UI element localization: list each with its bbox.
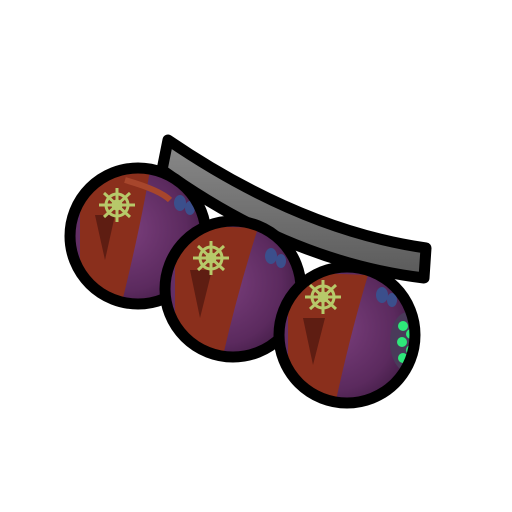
- emblem-icon: [99, 188, 135, 222]
- orb-2: [159, 215, 307, 363]
- orb-3: [273, 261, 421, 409]
- connector-bar: [156, 134, 432, 284]
- emblem-icon: [305, 280, 341, 314]
- emblem-icon: [193, 241, 229, 275]
